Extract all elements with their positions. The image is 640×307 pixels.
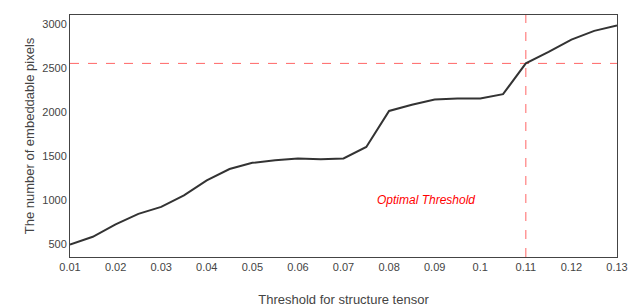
svg-text:0.04: 0.04 — [196, 261, 217, 273]
svg-text:Threshold for structure tensor: Threshold for structure tensor — [258, 292, 429, 307]
svg-text:1000: 1000 — [42, 194, 66, 206]
svg-text:3000: 3000 — [42, 18, 66, 30]
svg-text:0.1: 0.1 — [473, 261, 488, 273]
svg-text:The number of embeddable pixel: The number of embeddable pixels — [22, 37, 37, 234]
svg-text:0.05: 0.05 — [242, 261, 263, 273]
svg-text:2500: 2500 — [42, 62, 66, 74]
svg-text:0.08: 0.08 — [378, 261, 399, 273]
svg-text:0.11: 0.11 — [516, 261, 537, 273]
svg-text:2000: 2000 — [42, 106, 66, 118]
svg-text:0.09: 0.09 — [424, 261, 445, 273]
svg-text:500: 500 — [48, 238, 66, 250]
svg-text:0.06: 0.06 — [287, 261, 308, 273]
svg-text:1500: 1500 — [42, 150, 66, 162]
svg-text:0.01: 0.01 — [59, 261, 80, 273]
svg-text:0.02: 0.02 — [105, 261, 126, 273]
svg-text:0.12: 0.12 — [561, 261, 582, 273]
svg-text:0.13: 0.13 — [606, 261, 627, 273]
svg-text:0.03: 0.03 — [150, 261, 171, 273]
svg-text:0.07: 0.07 — [333, 261, 354, 273]
svg-text:Optimal Threshold: Optimal Threshold — [377, 193, 475, 207]
